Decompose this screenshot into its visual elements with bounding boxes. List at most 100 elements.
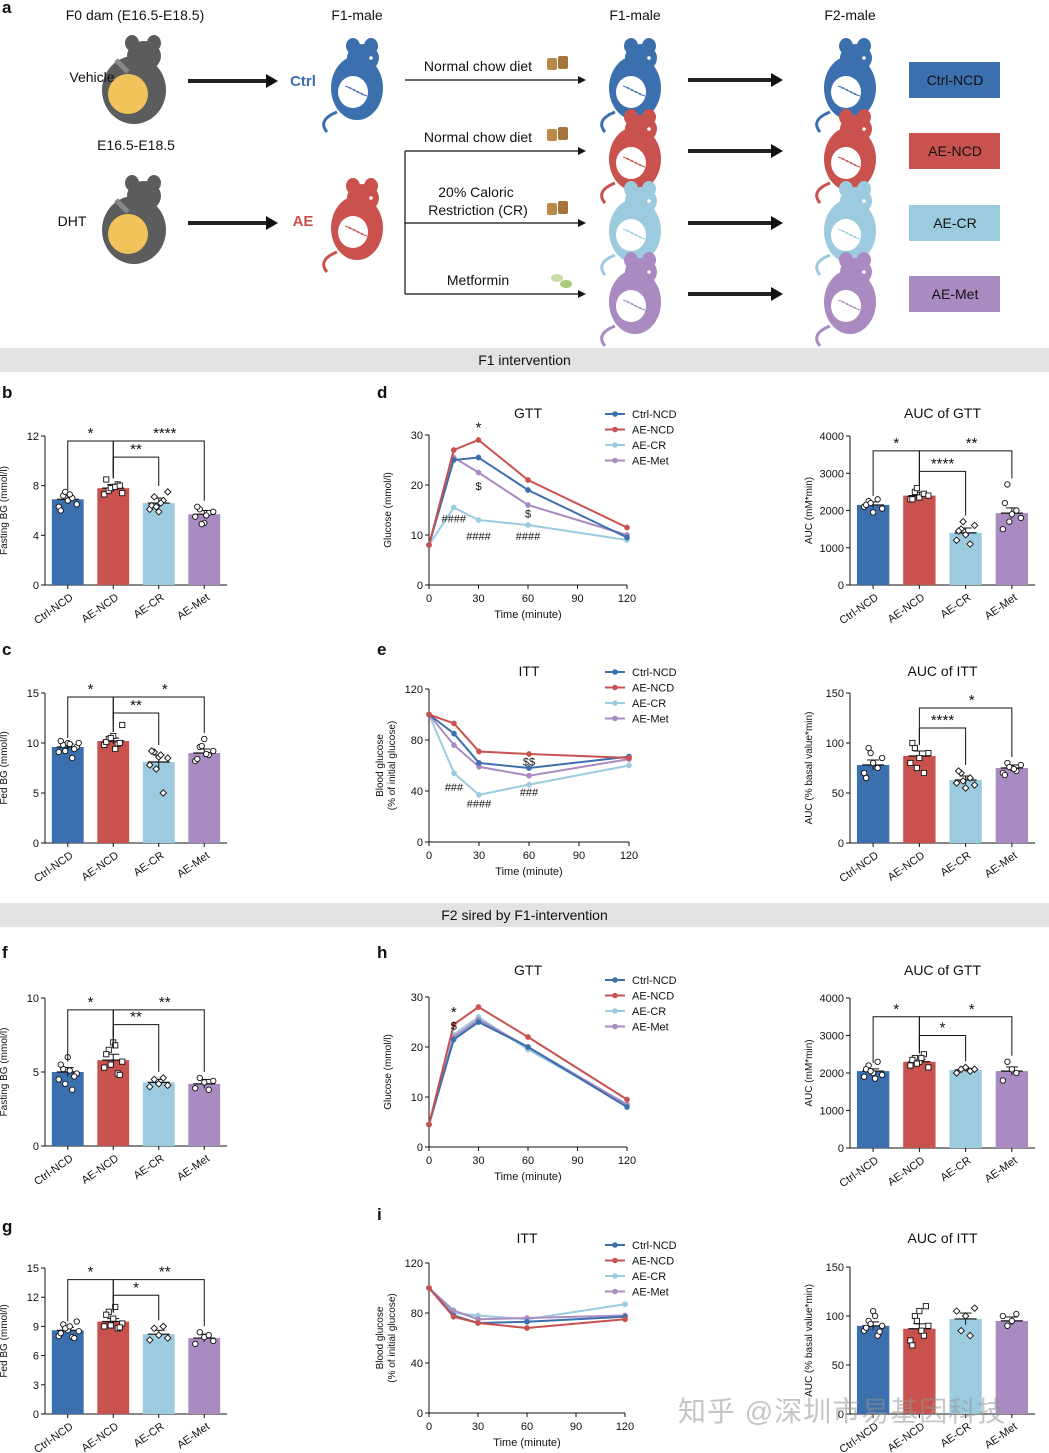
mouse-ear <box>364 38 378 54</box>
legend-label: AE-NCD <box>632 991 674 1003</box>
significance-bracket <box>112 696 205 733</box>
x-tick-label: AE-CR <box>132 592 167 621</box>
column-title: F1-male <box>609 7 661 23</box>
series-point <box>450 447 457 453</box>
data-point <box>110 1315 117 1322</box>
y-axis-label-2: (% of initial glucose) <box>387 1293 398 1382</box>
bar <box>97 741 130 843</box>
x-axis-label: Time (minute) <box>494 1171 561 1183</box>
data-point <box>116 739 123 747</box>
data-point <box>907 759 914 767</box>
f1-mouse-arm <box>600 252 661 347</box>
sperm-mark <box>638 93 646 97</box>
series-point <box>626 762 632 769</box>
data-point <box>55 1076 62 1083</box>
x-tick-label: AE-CR <box>132 850 167 879</box>
data-point <box>961 784 970 792</box>
x-tick-label: 0 <box>426 1155 432 1167</box>
sperm-mark <box>837 85 845 89</box>
syringe-icon <box>114 58 130 74</box>
panel-label-d: d <box>377 383 387 402</box>
significance-label: ** <box>130 697 142 714</box>
series-point <box>426 711 432 718</box>
data-point <box>952 1069 961 1077</box>
series-point <box>526 781 532 788</box>
mouse-ear <box>364 178 378 194</box>
data-point <box>112 745 119 753</box>
sperm-mark <box>352 89 360 93</box>
significance-bracket <box>112 1294 160 1321</box>
x-tick-label: AE-NCD <box>886 1155 927 1189</box>
section-band-f2: F2 sired by F1-intervention <box>0 903 1049 927</box>
arrow-dam-to-ctrl-head <box>266 74 278 88</box>
series-point <box>526 765 532 771</box>
legend-marker <box>612 992 618 999</box>
y-tick-label: 0 <box>838 1143 844 1155</box>
annotation: $ <box>475 481 481 493</box>
ae-label: AE <box>293 213 314 230</box>
data-point <box>867 1320 874 1327</box>
legend-marker <box>612 457 618 464</box>
data-point <box>878 1071 886 1079</box>
sperm-mark <box>352 229 360 233</box>
series-point <box>475 1320 481 1326</box>
legend-label: AE-CR <box>632 1271 666 1283</box>
mouse-ear <box>642 109 656 125</box>
series-point <box>622 1316 628 1323</box>
sperm-mark <box>626 230 634 234</box>
x-tick-label: Ctrl-NCD <box>32 592 75 627</box>
data-point <box>73 1318 80 1325</box>
data-point <box>107 1322 114 1329</box>
data-point <box>1017 761 1025 769</box>
series-point <box>426 542 432 548</box>
y-tick-label: 0 <box>33 580 39 592</box>
sperm-mark <box>626 87 634 91</box>
data-point <box>913 764 920 772</box>
x-tick-label: 60 <box>522 1155 534 1167</box>
data-point <box>920 769 927 777</box>
mouse-tail <box>815 181 831 204</box>
data-point <box>970 1065 979 1074</box>
x-axis-label: Time (minute) <box>495 866 562 878</box>
sperm-mark <box>630 89 638 93</box>
bar <box>949 1318 982 1414</box>
legend-label: AE-Met <box>632 1022 669 1034</box>
data-point <box>860 1073 868 1080</box>
panel-label-b: b <box>2 383 12 402</box>
sperm-mark <box>853 307 861 311</box>
annotation: #### <box>467 799 492 811</box>
legend-label: AE-NCD <box>632 683 674 695</box>
sperm-mark <box>845 160 853 164</box>
data-point <box>878 754 886 762</box>
arrow-f1-to-f2-head <box>771 216 783 230</box>
data-point <box>145 1336 154 1344</box>
series-point <box>450 1307 457 1314</box>
series-point <box>525 1044 531 1050</box>
y-tick-label: 1000 <box>820 1106 844 1118</box>
data-point <box>75 1328 82 1335</box>
data-point <box>954 527 963 535</box>
x-tick-label: 0 <box>426 1421 432 1433</box>
series-point <box>475 1019 482 1025</box>
y-axis-label: AUC (% basal value*min) <box>804 712 815 825</box>
data-point <box>911 1312 918 1320</box>
significance-label: * <box>88 994 94 1011</box>
dam-vehicle <box>102 35 166 124</box>
mouse-ear <box>857 109 871 125</box>
data-point <box>119 490 126 497</box>
data-point <box>907 1062 914 1069</box>
significance-label: **** <box>931 455 955 472</box>
bar <box>903 495 936 585</box>
y-tick-label: 30 <box>411 430 423 442</box>
mouse-belly <box>831 147 861 179</box>
dam-belly <box>108 74 148 114</box>
x-tick-label: 30 <box>472 1421 484 1433</box>
data-point <box>862 1324 870 1331</box>
data-point <box>150 493 159 501</box>
data-point <box>874 764 881 772</box>
series-line <box>428 1287 626 1321</box>
series-point <box>450 504 457 511</box>
y-tick-label: 3 <box>33 1380 39 1392</box>
annotation: $$ <box>523 757 535 769</box>
data-point <box>913 485 920 492</box>
